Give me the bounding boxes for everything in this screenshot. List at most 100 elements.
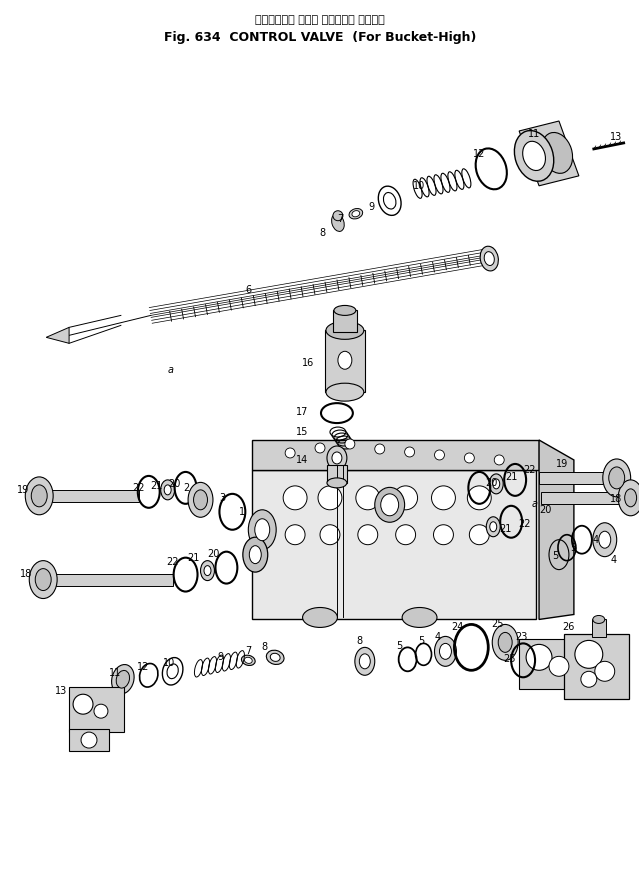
- Circle shape: [315, 443, 325, 453]
- Ellipse shape: [484, 251, 494, 266]
- Ellipse shape: [515, 131, 554, 181]
- Circle shape: [549, 657, 569, 676]
- Ellipse shape: [332, 214, 344, 232]
- Text: 15: 15: [296, 427, 308, 437]
- Circle shape: [94, 704, 108, 718]
- Circle shape: [285, 525, 305, 544]
- Ellipse shape: [326, 322, 364, 339]
- Text: 20: 20: [168, 478, 181, 489]
- Circle shape: [375, 444, 385, 454]
- Text: 8: 8: [319, 228, 325, 238]
- Polygon shape: [519, 121, 579, 186]
- Text: 12: 12: [136, 662, 149, 673]
- Ellipse shape: [493, 478, 500, 489]
- Text: 20: 20: [539, 505, 551, 515]
- Ellipse shape: [204, 566, 211, 576]
- Text: a: a: [532, 499, 538, 509]
- Ellipse shape: [250, 545, 261, 564]
- Text: 7: 7: [337, 214, 343, 224]
- Ellipse shape: [492, 625, 518, 660]
- Ellipse shape: [200, 560, 214, 581]
- Circle shape: [581, 671, 596, 687]
- Bar: [539, 472, 617, 484]
- Text: a: a: [168, 365, 173, 375]
- Circle shape: [404, 447, 415, 457]
- Circle shape: [396, 525, 415, 544]
- Circle shape: [283, 486, 307, 510]
- Polygon shape: [252, 440, 539, 470]
- Bar: [327, 465, 347, 483]
- Text: 14: 14: [296, 455, 308, 465]
- Circle shape: [356, 486, 380, 510]
- Circle shape: [345, 439, 355, 449]
- Text: 18: 18: [20, 568, 33, 578]
- Bar: [69, 729, 109, 751]
- Ellipse shape: [609, 467, 625, 489]
- Text: 25: 25: [503, 654, 515, 665]
- Text: 11: 11: [528, 129, 540, 139]
- Ellipse shape: [243, 537, 268, 572]
- Ellipse shape: [241, 655, 255, 666]
- Text: 5: 5: [570, 543, 576, 552]
- Text: 20: 20: [207, 549, 220, 559]
- Ellipse shape: [480, 246, 499, 271]
- Ellipse shape: [111, 665, 134, 694]
- Bar: [44, 574, 173, 585]
- Circle shape: [394, 486, 417, 510]
- Ellipse shape: [593, 523, 617, 557]
- Text: 11: 11: [109, 668, 121, 678]
- Bar: [592, 619, 605, 637]
- Ellipse shape: [244, 658, 252, 664]
- Circle shape: [81, 732, 97, 748]
- Text: 20: 20: [485, 478, 497, 488]
- Text: 3: 3: [220, 493, 225, 503]
- Text: 7: 7: [245, 646, 252, 657]
- Ellipse shape: [270, 653, 280, 661]
- Ellipse shape: [402, 608, 437, 627]
- Ellipse shape: [161, 480, 175, 500]
- Ellipse shape: [352, 210, 360, 217]
- Text: 5: 5: [397, 642, 403, 651]
- Ellipse shape: [116, 670, 129, 688]
- Ellipse shape: [375, 487, 404, 522]
- Ellipse shape: [440, 643, 451, 659]
- Ellipse shape: [489, 474, 503, 494]
- Circle shape: [467, 486, 492, 510]
- Polygon shape: [46, 327, 69, 343]
- Text: 17: 17: [296, 407, 308, 417]
- Ellipse shape: [255, 519, 269, 541]
- Text: 22: 22: [132, 483, 145, 493]
- Ellipse shape: [303, 608, 337, 627]
- Circle shape: [595, 661, 614, 682]
- Text: 4: 4: [611, 554, 617, 565]
- Ellipse shape: [593, 616, 605, 624]
- Ellipse shape: [31, 485, 47, 507]
- Text: 12: 12: [473, 149, 486, 159]
- Ellipse shape: [383, 192, 396, 209]
- Text: 8: 8: [261, 642, 268, 652]
- Ellipse shape: [359, 654, 371, 669]
- Circle shape: [358, 525, 378, 544]
- Circle shape: [465, 453, 474, 463]
- Bar: [325, 331, 365, 392]
- Text: 22: 22: [166, 557, 179, 567]
- Ellipse shape: [193, 490, 207, 510]
- Ellipse shape: [435, 636, 456, 666]
- Bar: [333, 310, 357, 332]
- Bar: [69, 687, 124, 732]
- Ellipse shape: [549, 540, 569, 569]
- Circle shape: [431, 486, 456, 510]
- Text: Fig. 634  CONTROL VALVE  (For Bucket-High): Fig. 634 CONTROL VALVE (For Bucket-High): [164, 31, 476, 45]
- Text: 26: 26: [563, 623, 575, 633]
- Text: 21: 21: [188, 552, 200, 562]
- Bar: [541, 492, 632, 503]
- Text: 19: 19: [556, 459, 568, 469]
- Ellipse shape: [498, 633, 512, 652]
- Circle shape: [575, 641, 603, 668]
- Ellipse shape: [35, 568, 51, 591]
- Ellipse shape: [326, 383, 364, 401]
- Text: 4: 4: [593, 535, 599, 544]
- Bar: [252, 470, 536, 619]
- Ellipse shape: [338, 351, 352, 369]
- Ellipse shape: [625, 489, 637, 507]
